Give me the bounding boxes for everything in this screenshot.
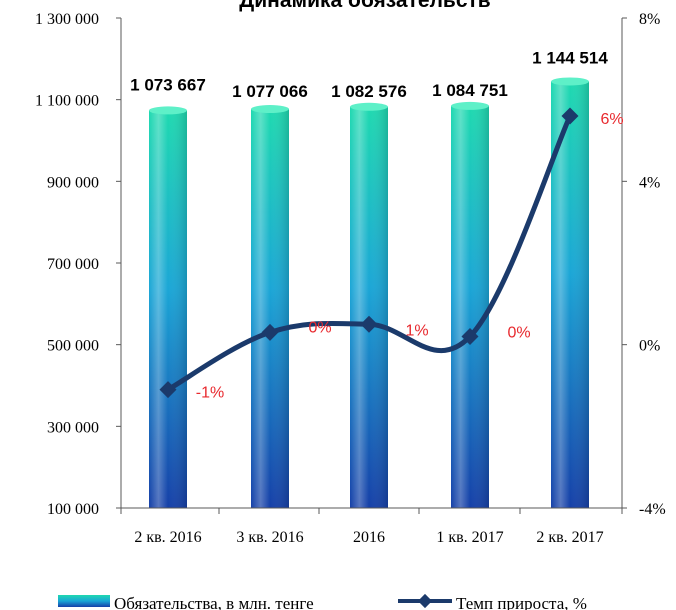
bar — [350, 102, 388, 508]
bar-value-label: 1 082 576 — [331, 82, 407, 101]
bar — [149, 106, 187, 508]
growth-label: 0% — [308, 319, 331, 336]
growth-point — [561, 107, 579, 125]
right-tick-label: 8% — [639, 11, 660, 28]
right-tick-label: -4% — [639, 501, 666, 518]
bar-shine — [149, 110, 187, 508]
bar-cap — [350, 102, 388, 111]
x-tick-label: 2 кв. 2016 — [134, 529, 201, 546]
left-tick-label: 900 000 — [47, 174, 99, 191]
left-tick-label: 1 300 000 — [35, 11, 99, 28]
growth-point — [261, 323, 279, 341]
bar-shine — [251, 109, 289, 509]
x-tick-label: 2 кв. 2017 — [536, 529, 603, 546]
legend: Обязательства, в млн. тенге Темп прирост… — [58, 593, 587, 610]
bar-cap — [149, 106, 187, 115]
left-tick-label: 1 100 000 — [35, 93, 99, 110]
growth-point — [461, 328, 479, 345]
bar-value-labels: 1 073 667 1 077 066 1 082 576 1 084 751 1 14… — [130, 48, 608, 101]
left-tick-label: 100 000 — [47, 501, 99, 518]
growth-labels: -1% 0% 1% 0% 6% — [196, 111, 624, 402]
bar-cap — [551, 77, 589, 86]
bar-shine — [451, 105, 489, 508]
x-tick-label: 3 кв. 2016 — [236, 529, 303, 546]
growth-line — [166, 114, 573, 392]
x-axis-ticks: 2 кв. 2016 3 кв. 2016 2016 1 кв. 2017 2 кв. … — [120, 508, 623, 546]
growth-label: 6% — [600, 111, 623, 128]
left-tick-label: 300 000 — [47, 419, 99, 436]
bar — [451, 101, 489, 508]
right-tick-label: 4% — [639, 174, 660, 191]
x-tick-label: 2016 — [353, 529, 385, 546]
left-axis-ticks: 100 000 300 000 500 000 700 000 900 000 1 100… — [35, 11, 121, 518]
bar-value-label: 1 073 667 — [130, 75, 206, 94]
growth-point — [159, 381, 177, 399]
x-tick-label: 1 кв. 2017 — [436, 529, 503, 546]
bar-value-label: 1 084 751 — [432, 81, 508, 100]
legend-line-marker — [417, 593, 433, 609]
bar-cap — [451, 101, 489, 110]
growth-line-layer — [159, 107, 579, 399]
bars-layer — [149, 77, 589, 509]
growth-point — [360, 315, 378, 333]
right-axis-ticks: -4% 0% 4% 8% — [622, 11, 666, 518]
legend-line-label: Темп прироста, % — [456, 594, 587, 610]
growth-label: 0% — [507, 325, 530, 342]
legend-bar-label: Обязательства, в млн. тенге — [114, 594, 314, 610]
left-tick-label: 700 000 — [47, 256, 99, 273]
growth-label: 1% — [405, 322, 428, 339]
bar-value-label: 1 077 066 — [232, 82, 308, 101]
chart-title: Динамика обязательств — [239, 0, 490, 12]
bar — [551, 77, 589, 509]
bar-shine — [350, 106, 388, 508]
bar-cap — [251, 105, 289, 114]
right-tick-label: 0% — [639, 338, 660, 355]
legend-bar-swatch — [58, 595, 110, 607]
left-tick-label: 500 000 — [47, 338, 99, 355]
bar-value-label: 1 144 514 — [532, 48, 608, 67]
bar — [251, 105, 289, 509]
growth-label: -1% — [196, 385, 224, 402]
